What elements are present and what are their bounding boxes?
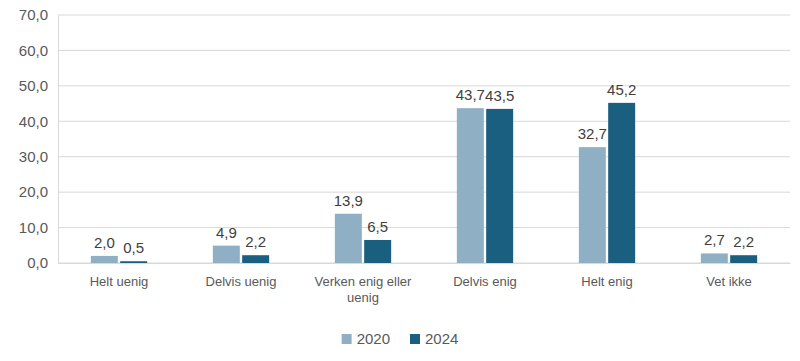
y-tick: 60,0 — [19, 42, 58, 59]
data-label: 4,9 — [216, 224, 237, 241]
plot: 0,0 10,0 20,0 30,0 40,0 50,0 60,0 70,0 Helt ueni… — [19, 6, 791, 305]
x-tick-label: Verken enig elleruenig — [315, 274, 413, 305]
y-tick-label: 60,0 — [19, 42, 48, 59]
y-axis-line — [58, 16, 59, 264]
data-label: 2,0 — [94, 234, 115, 251]
y-tick-label: 50,0 — [19, 77, 48, 94]
bar — [486, 109, 513, 263]
x-tick-label-line: uenig — [347, 290, 379, 305]
x-tick: Delvis enig — [453, 263, 517, 289]
bar — [457, 108, 484, 263]
data-label: 2,7 — [704, 231, 725, 248]
y-tick-label: 70,0 — [19, 6, 48, 23]
y-tick: 10,0 — [19, 219, 58, 236]
bars — [91, 103, 757, 263]
y-tick-label: 40,0 — [19, 113, 48, 130]
x-tick-label-line: Helt uenig — [90, 274, 149, 289]
bar — [120, 261, 147, 263]
x-tick-label: Helt uenig — [90, 274, 149, 289]
x-axis: Helt uenig Delvis uenig Verken enig elleru… — [59, 263, 791, 305]
chart: 0,0 10,0 20,0 30,0 40,0 50,0 60,0 70,0 Helt ueni… — [0, 0, 800, 361]
x-tick-label: Vet ikke — [706, 274, 752, 289]
x-tick: Helt uenig — [90, 263, 149, 289]
grid-line — [58, 85, 790, 86]
x-tick-label-line: Delvis enig — [453, 274, 517, 289]
grid-line — [58, 227, 790, 228]
legend-label: 2020 — [357, 330, 390, 347]
legend-item: 2024 — [410, 330, 458, 347]
bar — [213, 246, 240, 263]
grid — [58, 15, 790, 263]
y-axis: 0,0 10,0 20,0 30,0 40,0 50,0 60,0 70,0 — [19, 6, 59, 271]
data-label: 43,5 — [485, 87, 514, 104]
x-tick-label: Delvis enig — [453, 274, 517, 289]
y-tick: 40,0 — [19, 113, 58, 130]
grid-line — [58, 263, 790, 264]
x-tick-label: Delvis uenig — [206, 274, 277, 289]
data-labels: 2,0 4,9 13,9 43,7 32,7 2,7 0,5 2,2 6,5 43,5 45,2 2,… — [94, 81, 754, 256]
bar — [242, 255, 269, 263]
legend-swatch — [410, 334, 420, 344]
grid-line — [58, 156, 790, 157]
x-tick-label-line: Helt enig — [581, 274, 632, 289]
grid-line — [58, 50, 790, 51]
grid-line — [58, 15, 790, 16]
bar — [608, 103, 635, 263]
data-label: 6,5 — [367, 218, 388, 235]
x-tick-label: Helt enig — [581, 274, 632, 289]
grid-line — [58, 192, 790, 193]
data-label: 2,2 — [245, 233, 266, 250]
y-tick-label: 30,0 — [19, 148, 48, 165]
x-tick: Verken enig elleruenig — [315, 263, 413, 305]
bar — [730, 255, 757, 263]
bar — [701, 253, 728, 263]
bar — [579, 147, 606, 263]
data-label: 2,2 — [733, 233, 754, 250]
legend-swatch — [342, 334, 352, 344]
data-label: 0,5 — [123, 239, 144, 256]
bar — [335, 214, 362, 263]
x-tick: Delvis uenig — [206, 263, 277, 289]
x-tick-label-line: Delvis uenig — [206, 274, 277, 289]
y-tick-label: 10,0 — [19, 219, 48, 236]
data-label: 45,2 — [607, 81, 636, 98]
bar — [364, 240, 391, 263]
y-tick: 20,0 — [19, 183, 58, 200]
legend: 2020 2024 — [342, 330, 459, 347]
y-tick: 50,0 — [19, 77, 58, 94]
x-tick: Helt enig — [581, 263, 632, 289]
data-label: 13,9 — [334, 192, 363, 209]
x-tick: Vet ikke — [706, 263, 752, 289]
x-tick-label-line: Vet ikke — [706, 274, 752, 289]
y-tick: 70,0 — [19, 6, 58, 23]
y-tick-label: 0,0 — [27, 254, 48, 271]
y-tick: 0,0 — [27, 254, 58, 271]
x-tick-label-line: Verken enig eller — [315, 274, 413, 289]
legend-item: 2020 — [342, 330, 390, 347]
grid-line — [58, 121, 790, 122]
data-label: 32,7 — [578, 125, 607, 142]
x-axis-line — [59, 263, 791, 264]
bar — [91, 256, 118, 263]
y-tick-label: 20,0 — [19, 183, 48, 200]
data-label: 43,7 — [456, 86, 485, 103]
y-tick: 30,0 — [19, 148, 58, 165]
legend-label: 2024 — [425, 330, 458, 347]
